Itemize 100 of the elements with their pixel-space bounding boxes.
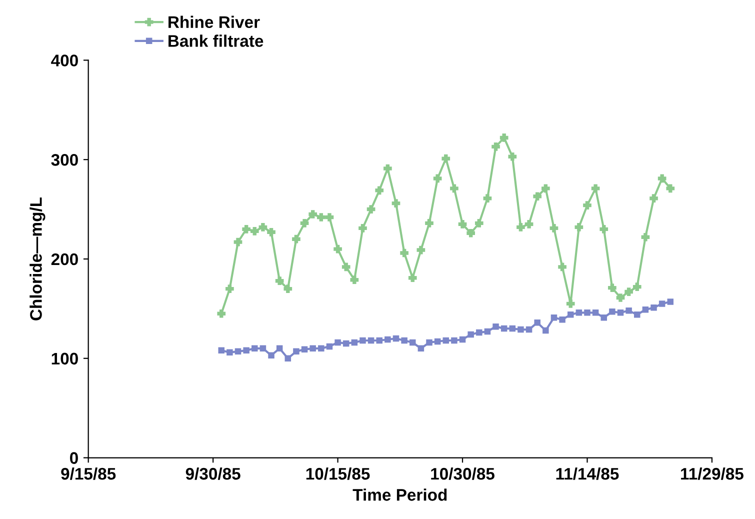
point (558, 262, 566, 272)
point (434, 338, 441, 345)
point (426, 339, 432, 346)
point (524, 220, 534, 228)
point (459, 336, 466, 343)
point (450, 184, 458, 193)
point (624, 288, 633, 296)
point (243, 347, 250, 354)
point (508, 152, 517, 161)
point (632, 282, 642, 291)
x-tick-label: 11/29/85 (681, 467, 744, 480)
point (293, 348, 300, 355)
point (342, 340, 350, 347)
point (609, 308, 616, 315)
point (316, 213, 326, 222)
point (642, 306, 649, 313)
point (617, 310, 624, 316)
point (608, 284, 616, 292)
point (392, 199, 400, 208)
point (567, 312, 574, 318)
y-tick-label: 0 (70, 452, 78, 464)
point (492, 142, 500, 151)
point (226, 284, 234, 293)
point (375, 186, 384, 195)
point (268, 352, 274, 359)
point (351, 339, 358, 346)
point (217, 309, 226, 318)
point (541, 184, 550, 193)
point (408, 274, 417, 282)
x-tick-label: 9/15/85 (61, 467, 116, 480)
point (234, 348, 242, 355)
point (258, 223, 268, 232)
point (492, 323, 499, 330)
point (301, 346, 308, 353)
point (650, 304, 657, 311)
point (574, 223, 584, 232)
point (468, 331, 474, 338)
point (500, 134, 508, 142)
y-tick-label: 300 (51, 154, 78, 166)
point (325, 213, 334, 222)
y-axis-title: Chloride—mg/L (30, 197, 46, 320)
point (542, 327, 549, 334)
point (533, 192, 542, 201)
point (500, 325, 508, 332)
point (334, 244, 342, 254)
y-tick-label: 200 (51, 253, 78, 266)
point (483, 194, 492, 203)
point (516, 223, 525, 232)
point (474, 219, 484, 228)
point (392, 335, 400, 342)
point (326, 343, 333, 350)
point (218, 347, 224, 354)
point (384, 336, 391, 343)
point (458, 220, 467, 228)
x-tick-label: 10/15/85 (306, 467, 370, 480)
point (252, 345, 258, 352)
point (466, 228, 475, 238)
point (583, 201, 592, 210)
point (318, 345, 324, 352)
point (509, 325, 516, 332)
point (600, 314, 607, 321)
point (667, 298, 674, 305)
point (626, 308, 632, 314)
point (600, 224, 608, 234)
point (418, 345, 424, 352)
point (484, 328, 491, 335)
point (634, 312, 640, 318)
point (308, 210, 318, 218)
point (550, 224, 558, 232)
point (250, 226, 259, 236)
legend-label: Rhine River (168, 16, 260, 28)
point (591, 184, 600, 193)
y-tick-label: 400 (51, 54, 78, 66)
point (576, 310, 582, 316)
point (342, 262, 350, 272)
point (566, 300, 575, 308)
point (451, 337, 458, 344)
point (641, 232, 650, 242)
point (275, 276, 284, 286)
y-tick-label: 100 (52, 352, 78, 365)
point (242, 224, 250, 234)
point (226, 349, 233, 356)
point (658, 300, 666, 307)
point (416, 246, 426, 254)
point (658, 174, 666, 183)
legend-label: Bank filtrate (168, 34, 264, 47)
x-axis-title: Time Period (352, 488, 447, 501)
point (284, 284, 292, 293)
point (284, 355, 292, 362)
point (476, 329, 482, 336)
point (534, 319, 540, 326)
point (234, 238, 242, 246)
point (650, 194, 658, 203)
point (292, 234, 300, 244)
point (559, 316, 566, 323)
point (358, 224, 367, 232)
point (376, 337, 382, 344)
point (400, 248, 408, 258)
point (384, 164, 392, 173)
point (409, 339, 416, 346)
